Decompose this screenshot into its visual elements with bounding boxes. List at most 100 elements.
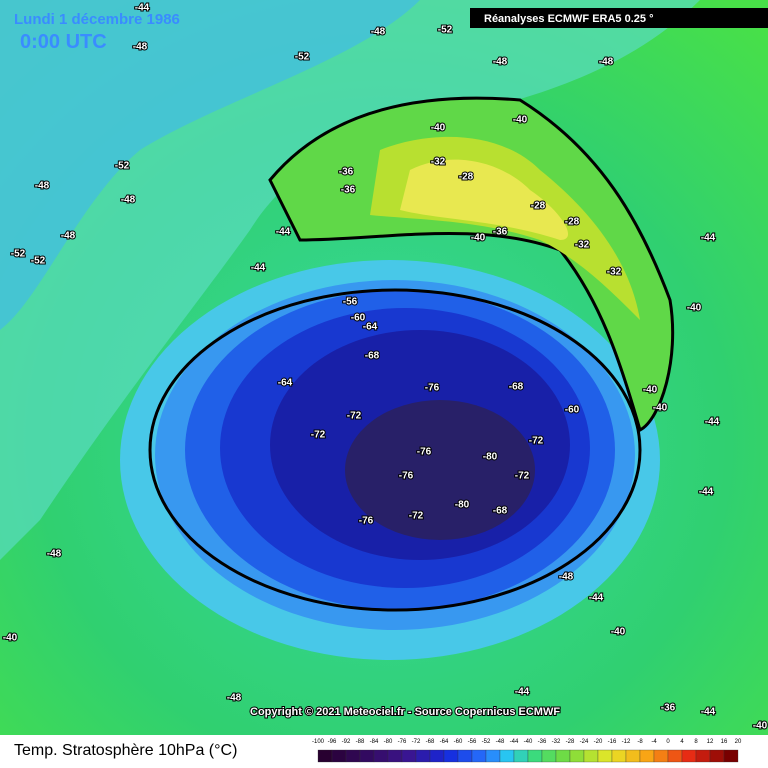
contour-label: -52 [438, 25, 453, 36]
scale-label: -28 [566, 739, 575, 745]
scale-swatch [317, 749, 333, 763]
scale-swatch [499, 749, 515, 763]
contour-label: -68 [493, 506, 508, 517]
contour-label: -40 [643, 385, 658, 396]
scale-label: -16 [608, 739, 617, 745]
contour-label: -28 [565, 217, 580, 228]
contour-label: -40 [687, 303, 702, 314]
contour-label: -48 [35, 181, 50, 192]
contour-label: -48 [599, 57, 614, 68]
contour-label: -48 [47, 549, 62, 560]
scale-label: -76 [398, 739, 407, 745]
contour-label: -48 [493, 57, 508, 68]
scale-label: -48 [496, 739, 505, 745]
scale-swatch [569, 749, 585, 763]
vortex-6 [345, 400, 535, 540]
contour-label: -48 [227, 693, 242, 704]
scale-label: -96 [328, 739, 337, 745]
scale-swatch [723, 749, 739, 763]
scale-swatch [415, 749, 431, 763]
scale-swatch [373, 749, 389, 763]
contour-label: -44 [699, 487, 714, 498]
contour-label: -48 [133, 42, 148, 53]
scale-label: -88 [356, 739, 365, 745]
contour-label: -52 [11, 249, 26, 260]
scale-label: -84 [370, 739, 379, 745]
scale-swatch [401, 749, 417, 763]
scale-swatch [555, 749, 571, 763]
scale-label: 16 [721, 739, 728, 745]
contour-label: -68 [509, 382, 524, 393]
scale-label: -8 [637, 739, 643, 745]
scale-swatch [653, 749, 669, 763]
scale-label: 12 [707, 739, 714, 745]
contour-label: -32 [575, 240, 590, 251]
time: 0:00 UTC [20, 31, 107, 53]
scale-label: -52 [482, 739, 491, 745]
contour-label: -44 [135, 3, 150, 14]
scale-label: -12 [622, 739, 631, 745]
contour-label: -76 [359, 516, 374, 527]
scale-swatch [443, 749, 459, 763]
footer-title: Temp. Stratosphère 10hPa (°C) [14, 742, 237, 759]
scale-label: -92 [342, 739, 351, 745]
contour-label: -64 [363, 322, 378, 333]
contour-label: -40 [3, 633, 18, 644]
scale-swatch [681, 749, 697, 763]
source-box [470, 8, 768, 28]
contour-label: -36 [661, 703, 676, 714]
contour-label: -32 [607, 267, 622, 278]
contour-label: -80 [455, 500, 470, 511]
contour-label: -64 [278, 378, 293, 389]
scale-swatch [485, 749, 501, 763]
contour-label: -44 [589, 593, 604, 604]
source: Réanalyses ECMWF ERA5 0.25 ° [484, 13, 653, 25]
contour-label: -48 [371, 27, 386, 38]
zone-cyan [0, 0, 700, 560]
scale-swatch [527, 749, 543, 763]
contour-label: -44 [515, 687, 530, 698]
contour-label: -40 [513, 115, 528, 126]
contour-label: -48 [559, 572, 574, 583]
scale-label: -40 [524, 739, 533, 745]
scale-swatch [583, 749, 599, 763]
scale-label: 0 [666, 739, 670, 745]
scale-swatch [597, 749, 613, 763]
scale-label: 8 [694, 739, 698, 745]
scale-swatch [457, 749, 473, 763]
scale-swatch [709, 749, 725, 763]
contour-label: -44 [276, 227, 291, 238]
contour-label: -80 [483, 452, 498, 463]
contour-label: -44 [705, 417, 720, 428]
contour-label: -48 [61, 231, 76, 242]
scale-swatch [541, 749, 557, 763]
scale-label: -32 [552, 739, 561, 745]
date: Lundi 1 décembre 1986 [14, 11, 180, 28]
scale-swatch [513, 749, 529, 763]
scale-label: -20 [594, 739, 603, 745]
contour-label: -72 [409, 511, 424, 522]
contour-label: -72 [515, 471, 530, 482]
contour-label: -72 [311, 430, 326, 441]
warm-core [400, 159, 569, 240]
scale-label: -60 [454, 739, 463, 745]
scale-label: -36 [538, 739, 547, 745]
scale-label: 4 [680, 739, 684, 745]
contour-label: -56 [343, 297, 358, 308]
contour-label: -76 [417, 447, 432, 458]
contour-label: -68 [365, 351, 380, 362]
contour-label: -32 [431, 157, 446, 168]
scale-swatch [625, 749, 641, 763]
scale-label: -80 [384, 739, 393, 745]
scale-swatch [695, 749, 711, 763]
contour-label: -36 [341, 185, 356, 196]
scale-label: -24 [580, 739, 589, 745]
contour-label: -48 [121, 195, 136, 206]
scale-label: 20 [735, 739, 742, 745]
scale-swatch [331, 749, 347, 763]
contour-label: -44 [701, 707, 716, 718]
contour-label: -60 [565, 405, 580, 416]
contour-label: -36 [493, 227, 508, 238]
copyright: Copyright © 2021 Meteociel.fr - Source C… [250, 706, 560, 718]
scale-label: -4 [651, 739, 657, 745]
